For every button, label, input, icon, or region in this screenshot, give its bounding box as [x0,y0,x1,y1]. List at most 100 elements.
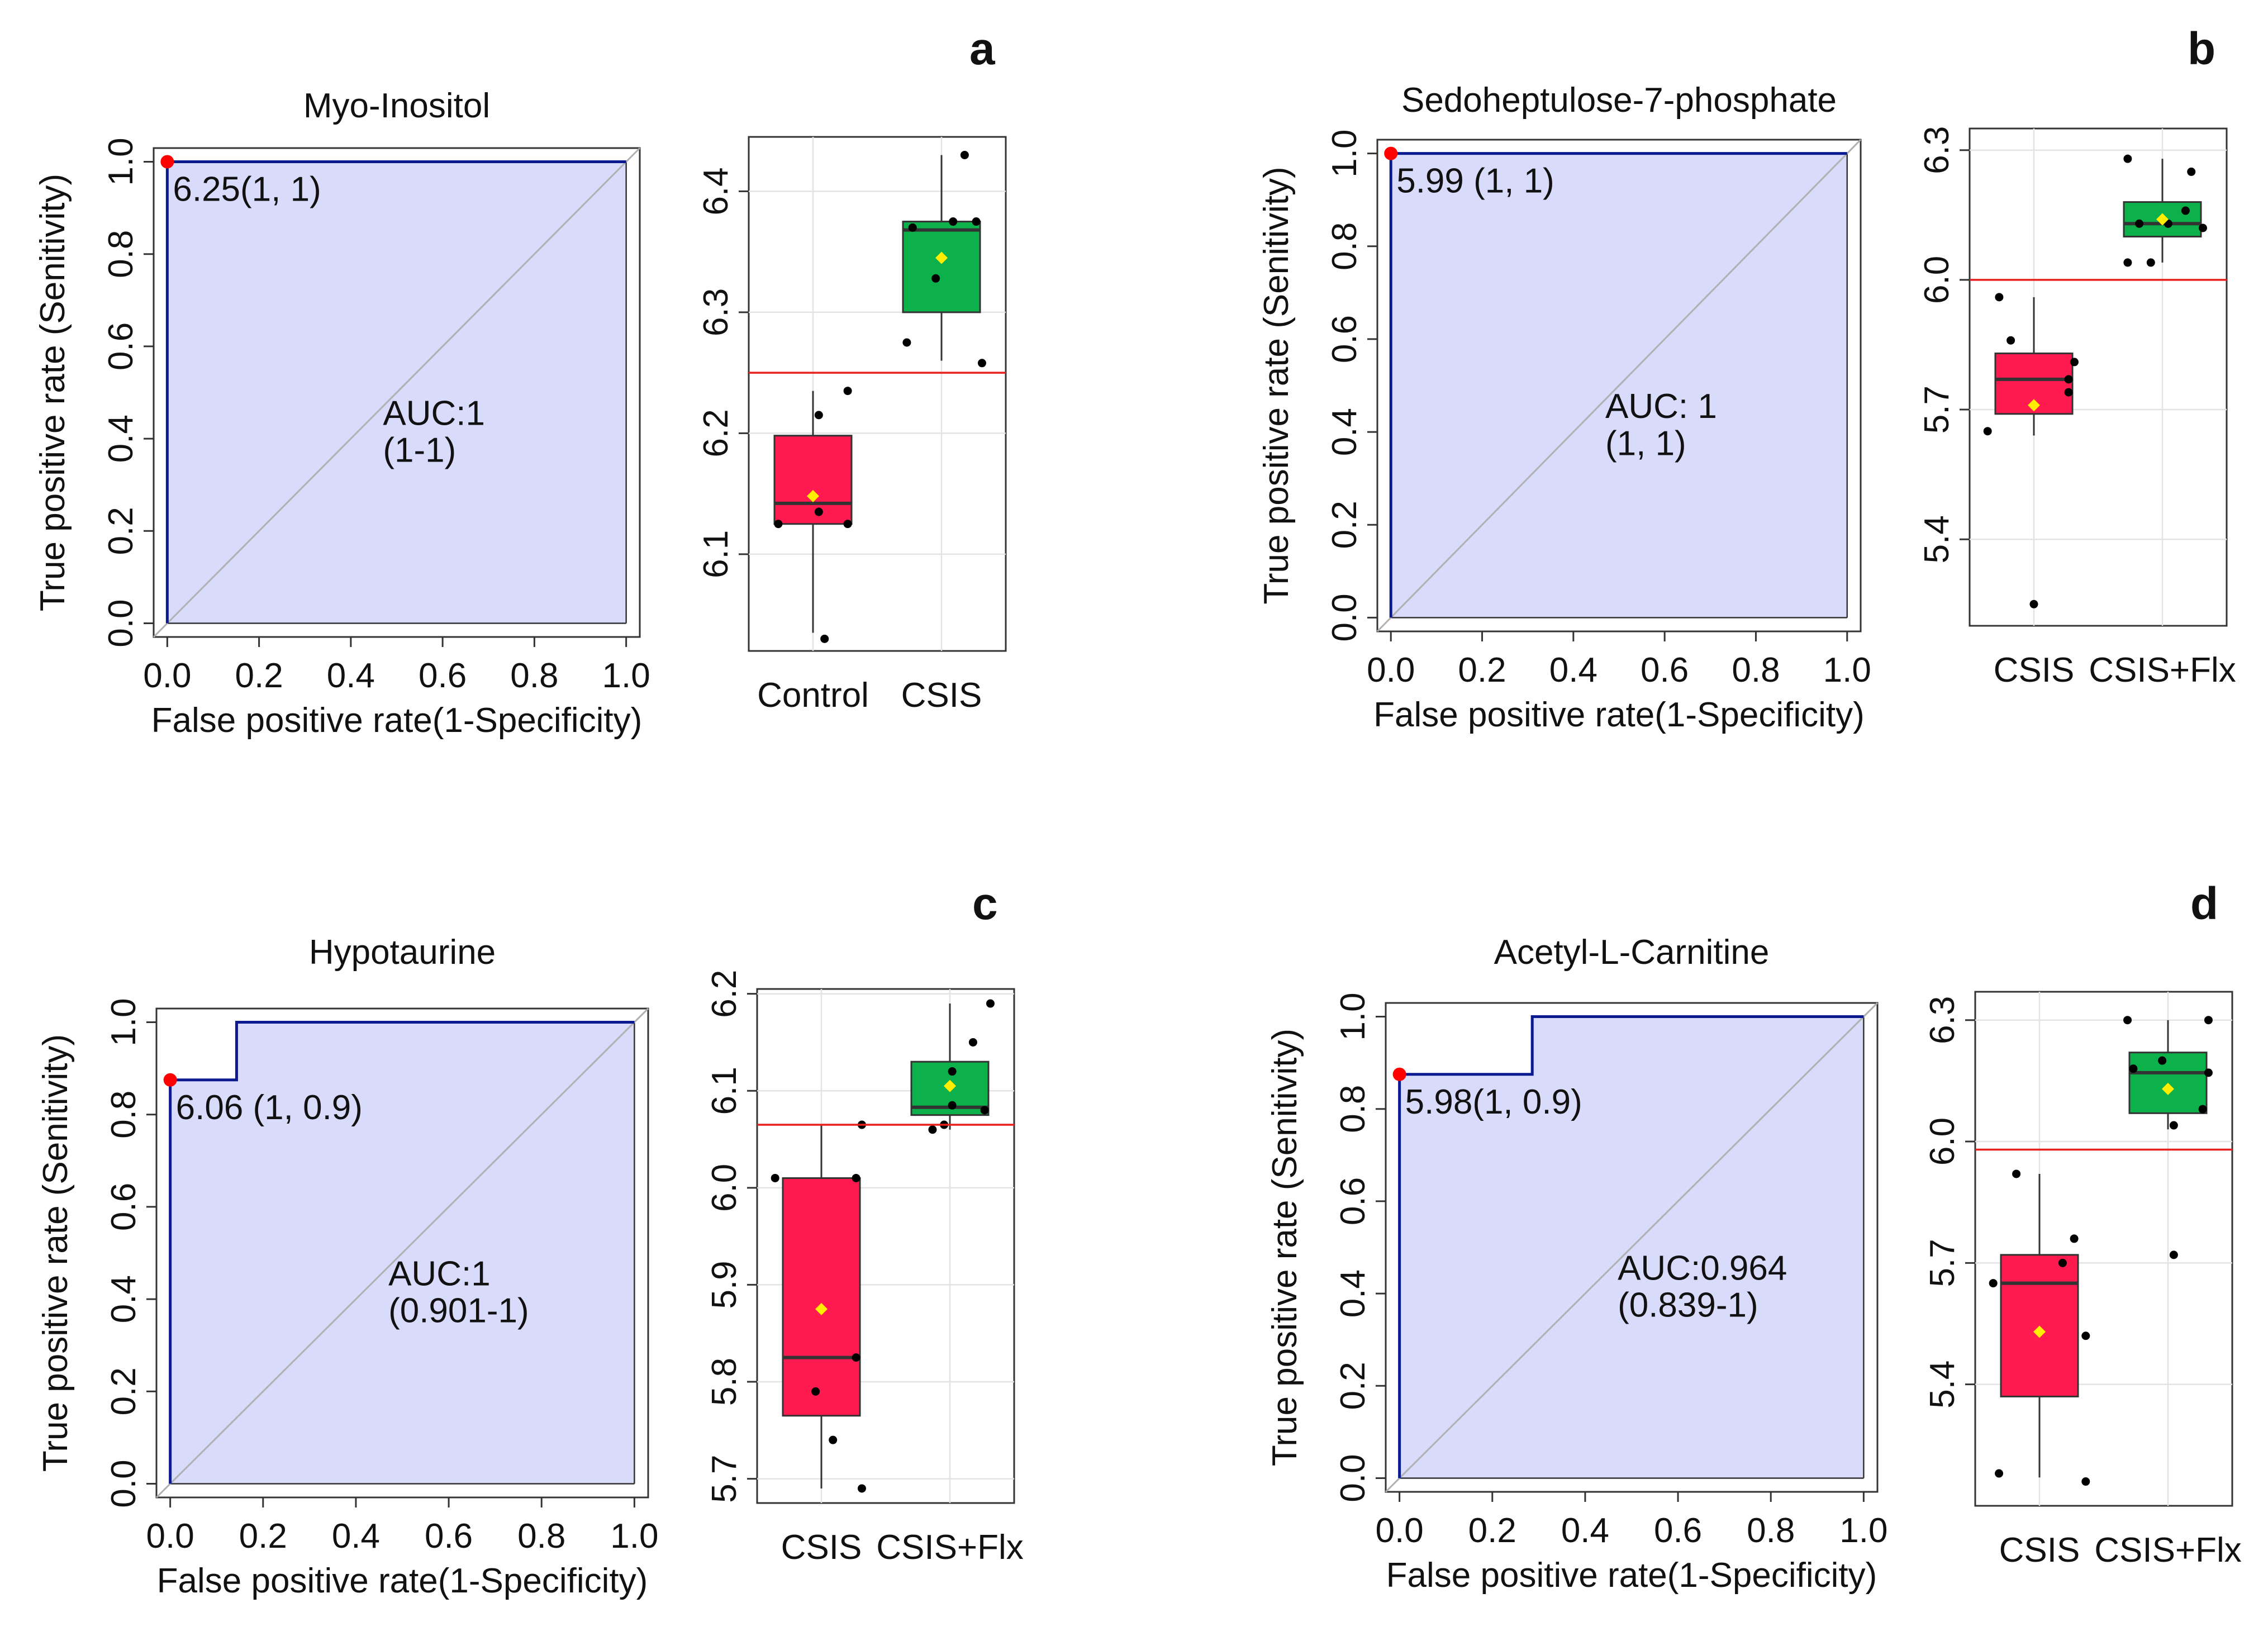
y-tick-label: 0.4 [104,1275,143,1323]
y-tick-label: 0.4 [102,415,140,463]
data-point [908,223,917,232]
x-tick-label: 0.4 [332,1517,380,1556]
box-y-tick-label: 6.0 [1923,1117,1962,1166]
y-tick-label: 0.6 [102,322,140,370]
data-point [2204,1068,2213,1077]
x-tick-label: 0.8 [517,1517,565,1556]
data-point [986,999,995,1008]
panel-b: b Sedoheptulose-7-phosphate 5.99 (1, 1) AUC… [1257,23,2236,734]
x-tick-label: 0.0 [1367,651,1415,689]
data-point [811,1387,820,1396]
data-point [1995,293,2004,302]
x-tick-label: 0.8 [510,657,558,695]
x-axis-label: False positive rate(1-Specificity) [1373,696,1865,734]
panel-letter: c [972,878,998,929]
reference-diagonal [155,1007,649,1499]
roc-curve [169,1021,635,1484]
mean-marker [2162,1082,2174,1095]
data-point [960,150,969,159]
mean-marker [815,1302,828,1315]
panel-letter: d [2190,878,2218,929]
mean-marker [935,251,948,264]
panel-d: d Acetyl-L-Carnitine 5.98(1, 0.9) AUC:0.964… [1266,878,2242,1595]
data-point [771,1173,779,1182]
data-point [2198,223,2207,232]
panel-letter: b [2188,23,2215,74]
data-point [814,507,823,516]
x-axis-label: False positive rate(1-Specificity) [151,701,643,740]
x-tick-label: 1.0 [602,657,650,695]
auc-label: AUC:0.964 [1618,1249,1787,1287]
group-label: CSIS+Flx [2094,1531,2242,1570]
box-y-tick-label: 6.3 [1918,126,1956,174]
box-y-tick-label: 5.7 [1923,1239,1962,1287]
roc-title: Acetyl-L-Carnitine [1494,933,1770,972]
auc-label: AUC:1 [383,394,485,432]
data-point [2070,358,2079,367]
optimal-point [160,155,174,169]
ci-label: (0.839-1) [1618,1286,1758,1324]
data-point [2012,1169,2021,1178]
group-label: CSIS [1994,651,2075,689]
data-point [857,1484,866,1493]
box-y-tick-label: 5.9 [705,1261,744,1309]
data-point [949,217,958,226]
y-axis-label: True positive rate (Senitivity) [1266,1029,1304,1466]
y-tick-label: 1.0 [1334,992,1372,1040]
optimal-point [1384,146,1398,160]
data-point [1983,427,1992,436]
x-axis-label: False positive rate(1-Specificity) [157,1562,648,1600]
group-label: CSIS+Flx [876,1528,1024,1567]
roc-title: Hypotaurine [309,933,496,972]
y-tick-label: 0.6 [104,1183,143,1231]
group-label: Control [757,676,869,715]
box-y-tick-label: 5.7 [705,1455,744,1503]
y-tick-label: 0.8 [1334,1085,1372,1133]
data-point [843,520,852,529]
data-point [2146,258,2155,267]
optimal-point [1392,1067,1406,1081]
roc-title: Myo-Inositol [303,87,490,125]
y-axis-label: True positive rate (Senitivity) [34,174,72,611]
y-tick-label: 0.2 [1334,1362,1372,1410]
data-point [977,359,986,368]
data-point [968,1038,977,1047]
box-y-tick-label: 6.0 [1918,256,1956,304]
data-point [2064,388,2073,397]
data-point [972,217,981,226]
threshold-label: 5.98(1, 0.9) [1405,1083,1582,1121]
threshold-label: 6.25(1, 1) [173,170,321,209]
ci-label: (0.901-1) [388,1291,529,1330]
panel-letter: a [969,23,996,74]
data-point [2123,154,2132,163]
box-y-tick-label: 6.0 [705,1164,744,1212]
box-y-tick-label: 5.4 [1918,515,1956,563]
x-tick-label: 0.6 [425,1517,473,1556]
optimal-point [163,1073,177,1087]
y-tick-label: 0.8 [104,1091,143,1139]
box-y-tick-label: 6.4 [697,167,735,215]
box-y-tick-label: 6.2 [705,970,744,1018]
x-tick-label: 0.4 [1549,651,1597,689]
group-label: CSIS+Flx [2089,651,2236,689]
data-point [931,274,940,283]
box-csis [902,221,981,313]
roc-curve [1398,1015,1864,1478]
y-tick-label: 1.0 [1325,130,1364,178]
data-point [980,1106,989,1115]
box-y-tick-label: 5.7 [1918,386,1956,434]
data-point [2169,1121,2178,1130]
box-csis [782,1177,861,1417]
y-tick-label: 0.0 [102,599,140,647]
data-point [1995,1469,2004,1478]
data-point [2081,1331,2090,1340]
y-tick-label: 0.6 [1325,315,1364,363]
data-point [843,387,852,396]
box-y-tick-label: 6.1 [705,1067,744,1115]
data-point [2181,206,2190,215]
x-tick-label: 0.4 [1561,1511,1609,1550]
group-label: CSIS [1999,1531,2080,1570]
mean-marker [2028,399,2040,412]
data-point [1989,1279,1998,1288]
box-y-tick-label: 6.3 [697,288,735,336]
